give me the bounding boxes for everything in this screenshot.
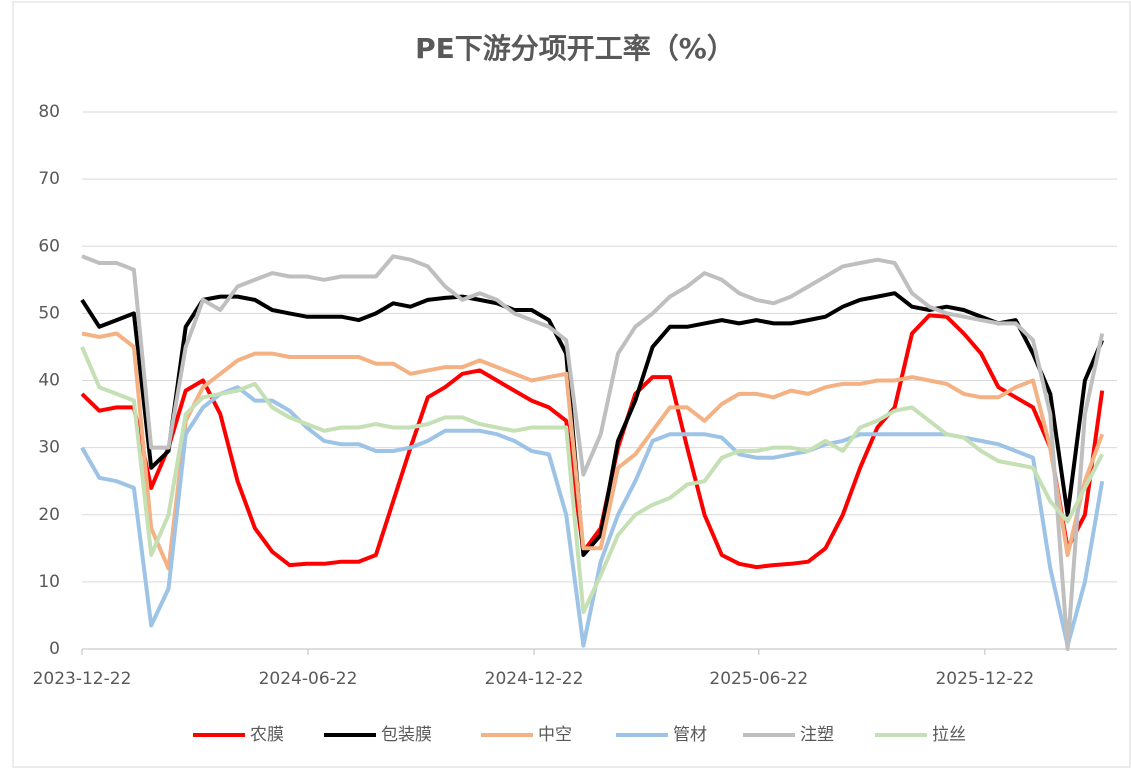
y-tick-label: 10 (38, 572, 60, 592)
chart-title: PE下游分项开工率（%） (415, 32, 735, 65)
legend-label: 注塑 (800, 725, 834, 745)
y-tick-label: 30 (38, 438, 60, 458)
series-line (81, 331, 1105, 571)
legend-label: 包装膜 (381, 725, 432, 745)
y-tick-label: 60 (38, 236, 60, 256)
x-tick-label: 2024-12-22 (485, 669, 584, 689)
series-line (81, 254, 1105, 651)
series-line (80, 385, 1105, 648)
series-line (80, 313, 1105, 570)
x-tick-label: 2025-12-22 (935, 669, 1034, 689)
y-tick-label: 80 (38, 102, 60, 122)
y-tick-label: 70 (38, 169, 60, 189)
legend-label: 农膜 (250, 725, 284, 745)
x-tick-label: 2025-06-22 (709, 669, 808, 689)
legend-label: 中空 (538, 725, 572, 745)
y-tick-label: 50 (38, 303, 60, 323)
legend-label: 拉丝 (932, 725, 966, 745)
x-tick-label: 2024-06-22 (259, 669, 358, 689)
y-tick-label: 0 (49, 639, 60, 659)
y-tick-label: 20 (38, 505, 60, 525)
x-tick-label: 2023-12-22 (33, 669, 132, 689)
legend-label: 管材 (673, 725, 707, 745)
y-tick-label: 40 (38, 371, 60, 391)
series-line (80, 346, 1104, 615)
